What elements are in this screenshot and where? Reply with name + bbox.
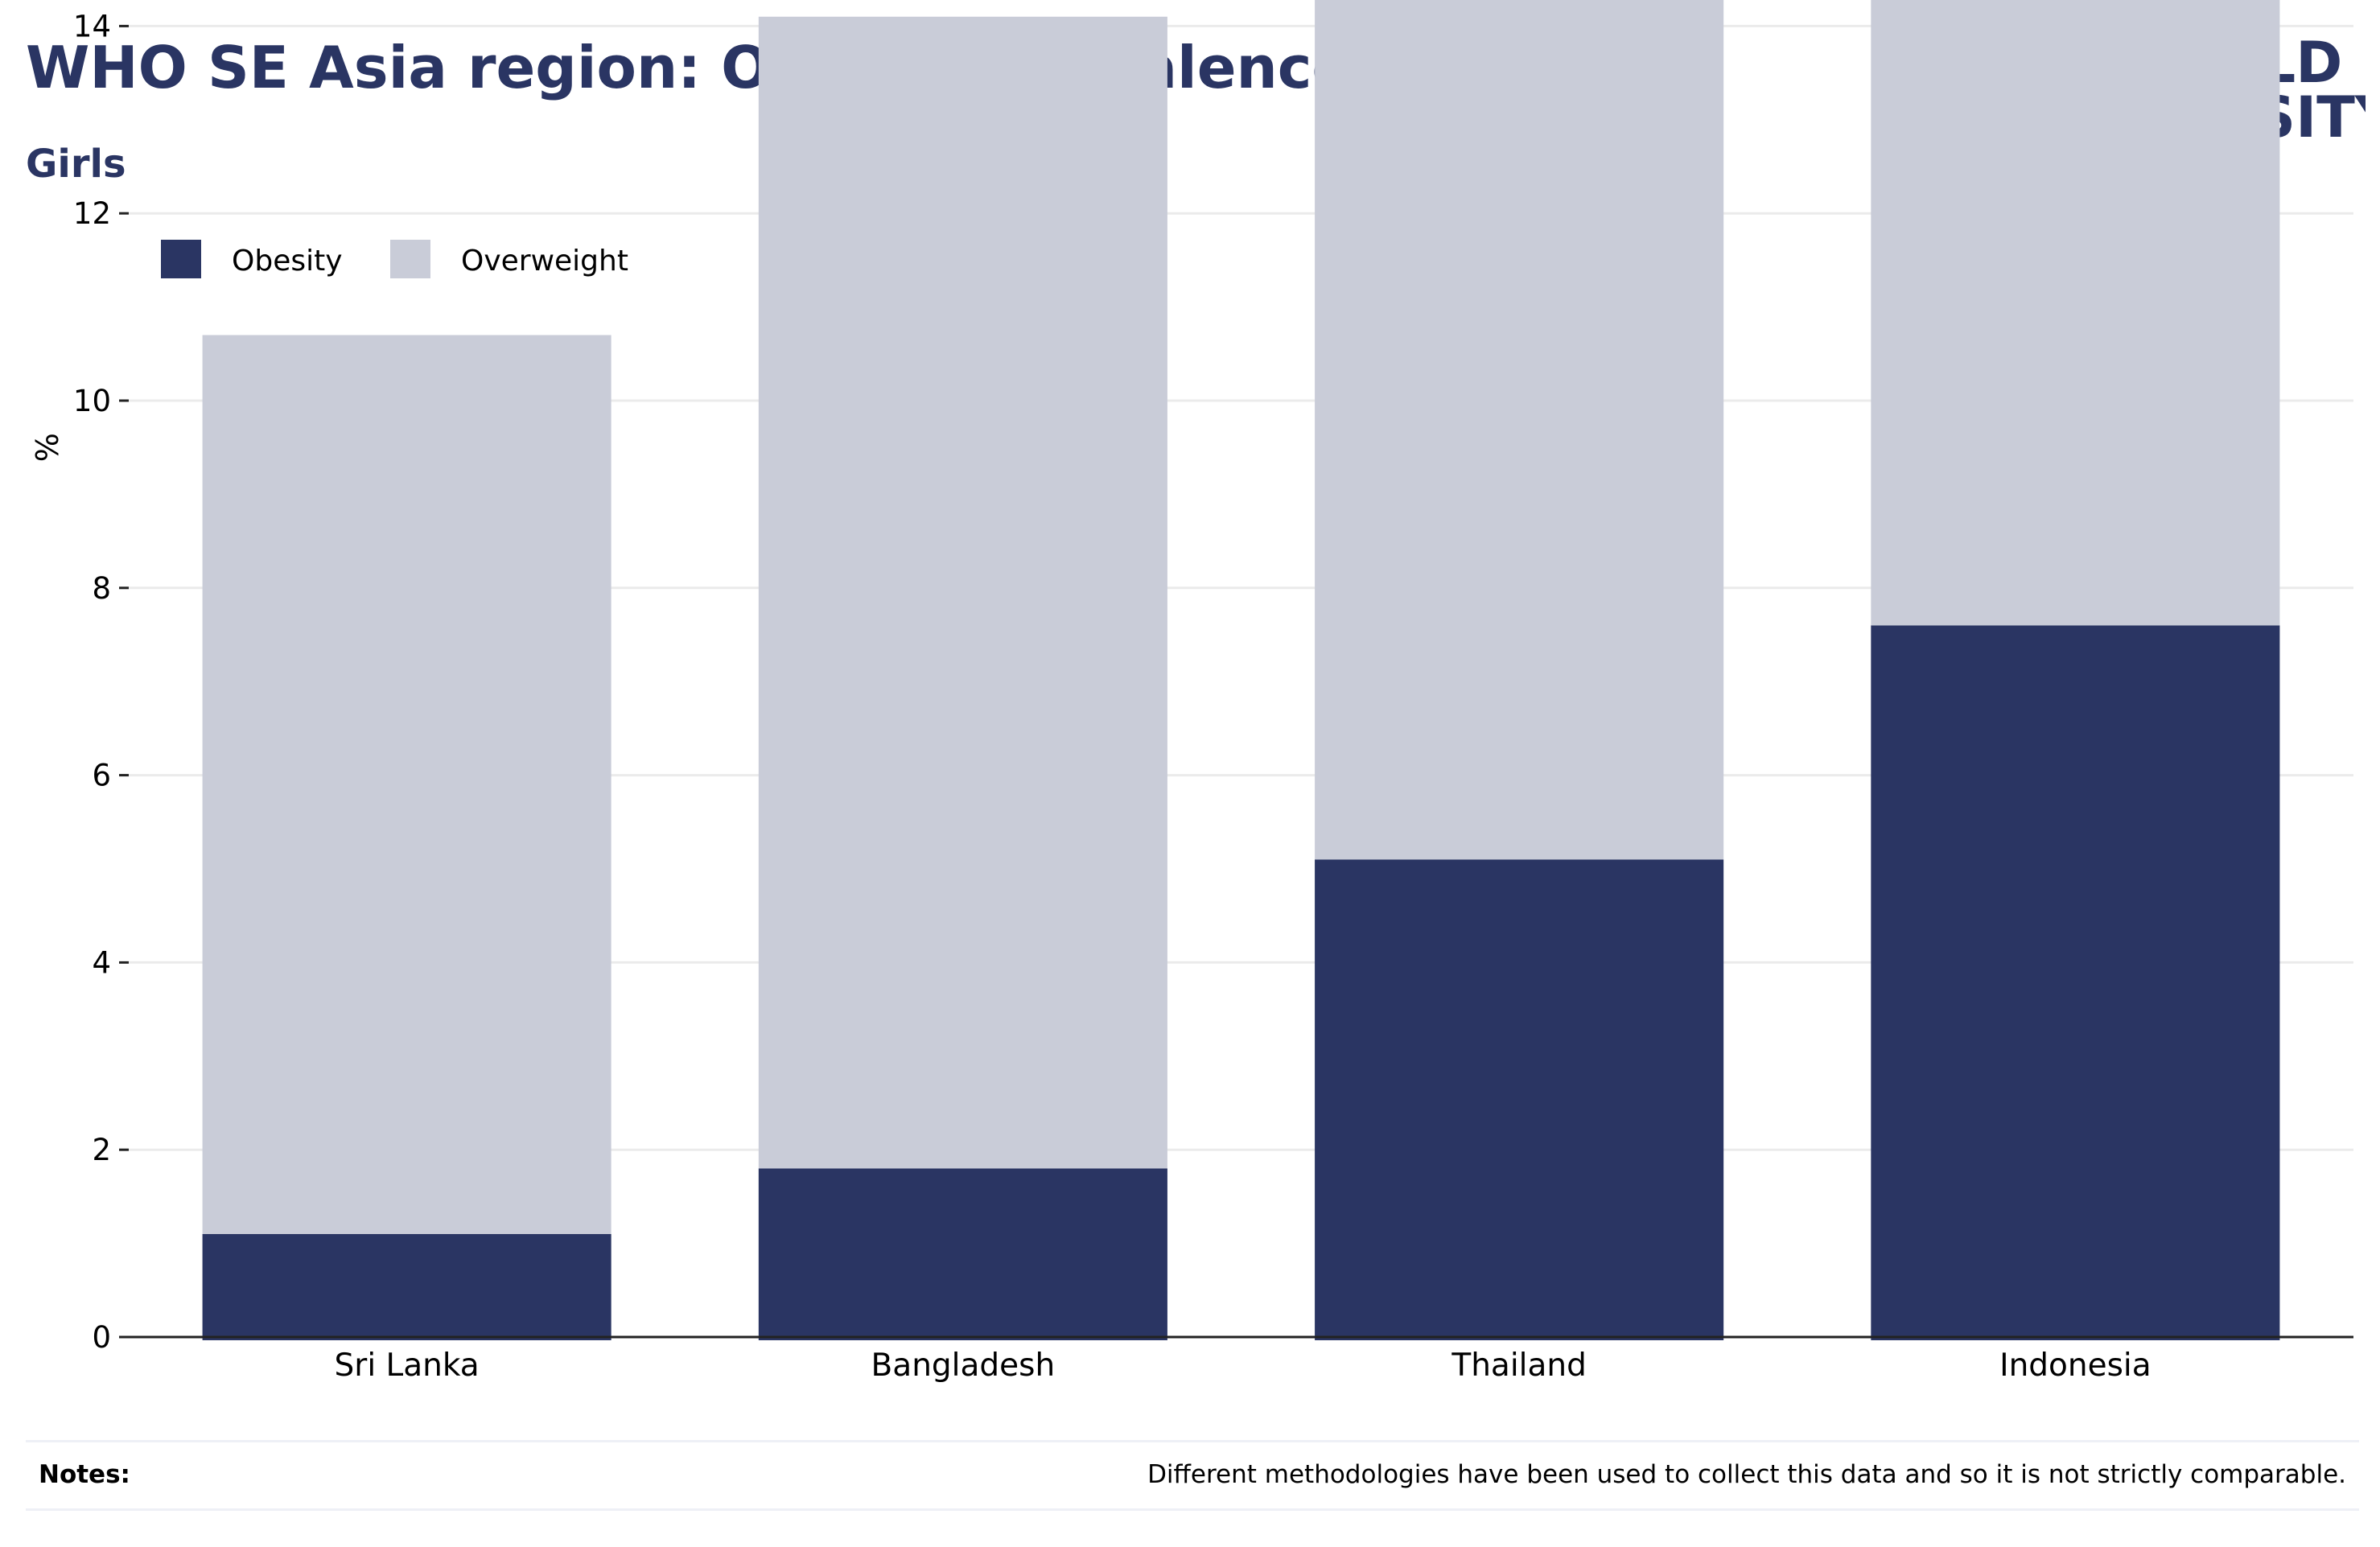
- legend-label-obesity: Obesity: [232, 245, 343, 278]
- notes-text: Different methodologies have been used t…: [1147, 1460, 2346, 1489]
- y-tick-label: 10: [73, 384, 111, 418]
- legend: Obesity Overweight: [161, 240, 628, 278]
- y-tick-label: 2: [92, 1133, 111, 1167]
- x-tick-label: Sri Lanka: [335, 1347, 480, 1384]
- bar-obesity-thailand: [1315, 859, 1724, 1340]
- notes-label: Notes:: [39, 1460, 130, 1489]
- legend-label-overweight: Overweight: [461, 245, 628, 278]
- legend-swatch-obesity: [161, 240, 201, 278]
- y-tick-label: 6: [92, 759, 111, 793]
- x-tick-label: Indonesia: [1999, 1347, 2151, 1384]
- y-axis-label: %: [30, 433, 65, 462]
- bar-overweight-bangladesh: [758, 16, 1167, 1169]
- y-tick-label: 12: [73, 196, 111, 231]
- x-tick-label: Bangladesh: [871, 1347, 1056, 1384]
- bar-obesity-sri-lanka: [202, 1233, 611, 1340]
- notes-bar: Notes: Different methodologies have been…: [26, 1440, 2359, 1511]
- chart-subtitle: Girls: [26, 142, 126, 187]
- bar-obesity-indonesia: [1871, 625, 2280, 1340]
- y-tick-label: 4: [92, 945, 111, 980]
- x-tick-label: Thailand: [1451, 1347, 1586, 1384]
- bar-overweight-thailand: [1315, 0, 1724, 860]
- y-tick-label: 14: [73, 9, 111, 43]
- bar-overweight-sri-lanka: [202, 335, 611, 1234]
- y-tick-label: 8: [92, 571, 111, 606]
- legend-swatch-overweight: [390, 240, 430, 278]
- bars: [202, 0, 2280, 1340]
- bar-overweight-indonesia: [1871, 0, 2280, 626]
- bar-obesity-bangladesh: [758, 1168, 1167, 1340]
- x-axis-ticks: Sri Lanka Bangladesh Thailand Indonesia: [335, 1347, 2151, 1384]
- y-axis-ticks: 024681012141618: [73, 9, 129, 1355]
- y-tick-label: 0: [92, 1320, 111, 1355]
